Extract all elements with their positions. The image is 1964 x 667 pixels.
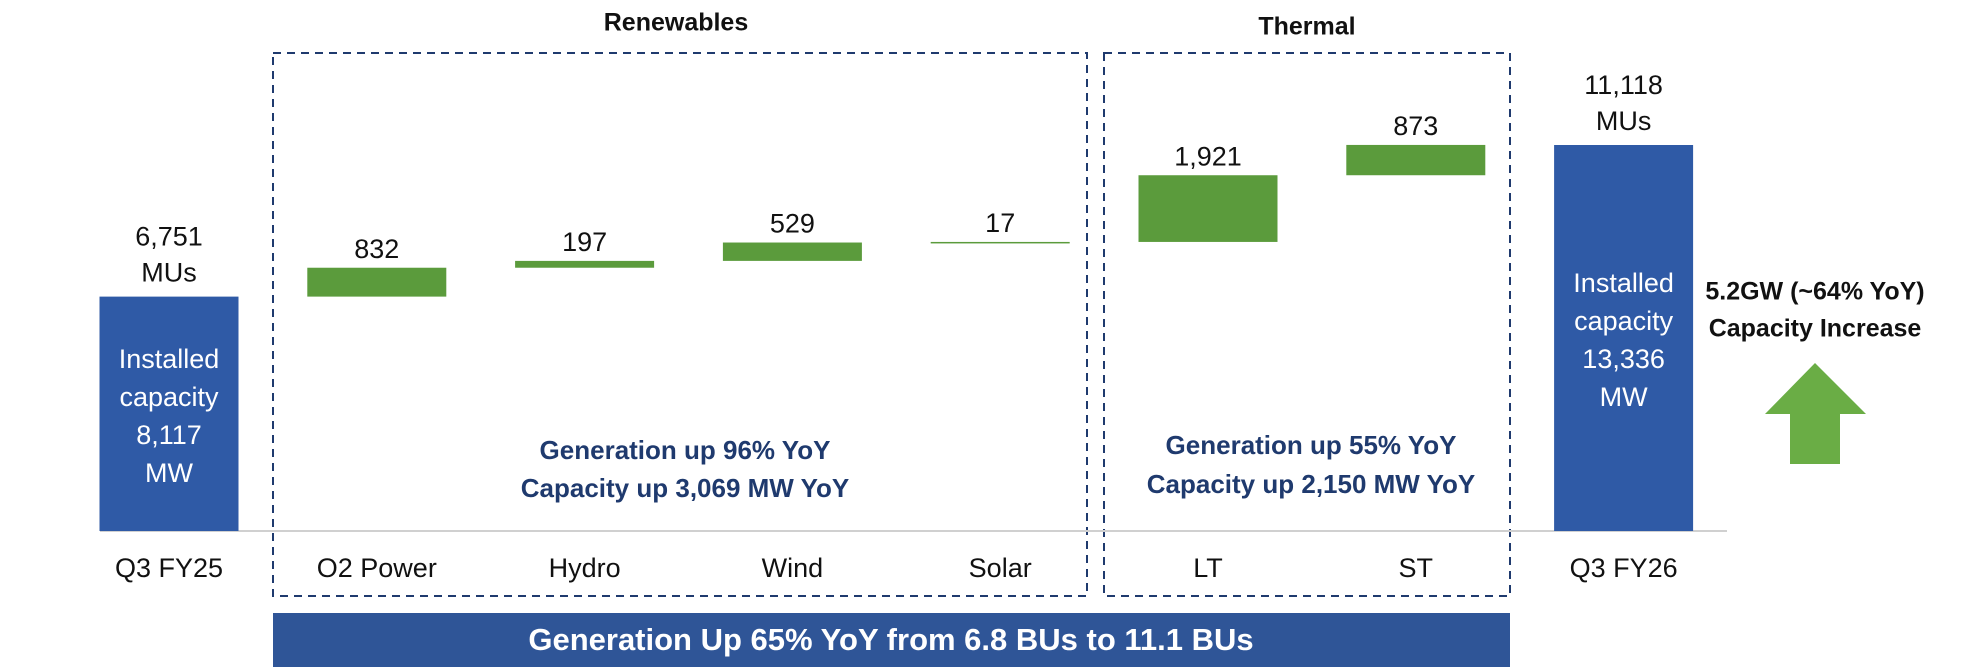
x-tick-label: O2 Power <box>317 553 437 583</box>
capacity-note: 13,336 <box>1582 344 1665 374</box>
x-tick-label: LT <box>1193 553 1223 583</box>
value-label: 1,921 <box>1174 141 1242 171</box>
side-note: Capacity Increase <box>1709 315 1922 343</box>
x-tick-label: Q3 FY26 <box>1570 553 1678 583</box>
unit-label: MUs <box>1596 106 1652 136</box>
value-label: 873 <box>1393 111 1438 141</box>
bar <box>722 242 862 261</box>
annotation: Capacity up 2,150 MW YoY <box>1147 469 1475 499</box>
x-tick-label: Hydro <box>549 553 621 583</box>
capacity-note: Installed <box>119 344 220 374</box>
x-tick-label: Q3 FY25 <box>115 553 223 583</box>
value-label: 197 <box>562 227 607 257</box>
thermal-box <box>1103 52 1511 597</box>
value-label: 6,751 <box>135 222 203 252</box>
bar <box>930 241 1070 244</box>
value-label: 11,118 <box>1584 70 1663 100</box>
group-title: Thermal <box>1258 13 1355 41</box>
capacity-note: Installed <box>1573 268 1674 298</box>
value-label: 17 <box>985 208 1015 238</box>
annotation: Capacity up 3,069 MW YoY <box>521 473 849 503</box>
capacity-note: 8,117 <box>136 420 202 450</box>
value-label: 832 <box>354 234 399 264</box>
up-arrow <box>1765 363 1866 464</box>
capacity-note: MW <box>1600 382 1648 412</box>
side-note: 5.2GW (~64% YoY) <box>1705 278 1924 306</box>
bar <box>515 260 655 268</box>
x-tick-label: Solar <box>969 553 1032 583</box>
capacity-note: capacity <box>119 382 219 412</box>
value-label: 529 <box>770 209 815 239</box>
x-tick-label: ST <box>1399 553 1434 583</box>
group-title: Renewables <box>604 9 749 37</box>
bar <box>307 267 447 297</box>
bar <box>1554 145 1694 531</box>
banner-bg <box>273 613 1510 667</box>
bar <box>99 296 239 531</box>
unit-label: MUs <box>141 258 197 288</box>
renewables-box <box>272 52 1088 597</box>
capacity-note: MW <box>145 458 193 488</box>
x-tick-label: Wind <box>762 553 824 583</box>
banner: Generation Up 65% YoY from 6.8 BUs to 11… <box>528 622 1253 657</box>
capacity-note: capacity <box>1574 306 1674 336</box>
annotation: Generation up 96% YoY <box>540 435 831 465</box>
annotation: Generation up 55% YoY <box>1166 430 1457 460</box>
bar <box>1346 144 1486 176</box>
bar <box>1138 175 1278 242</box>
